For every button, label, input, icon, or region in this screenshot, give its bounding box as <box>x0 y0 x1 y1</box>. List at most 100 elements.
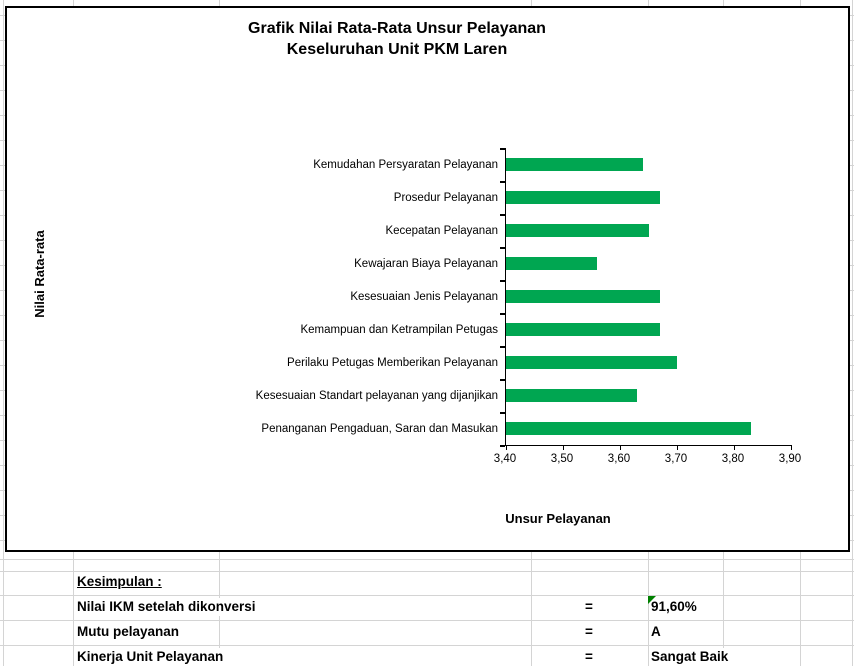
gridline-horizontal <box>850 340 854 341</box>
gridline-vertical <box>723 0 724 6</box>
value-tick-label: 3,70 <box>664 453 688 465</box>
bar[interactable] <box>506 356 677 369</box>
gridline-horizontal <box>850 240 854 241</box>
category-axis-tick <box>500 214 505 216</box>
category-label: Kesesuaian Jenis Pelayanan <box>350 290 498 303</box>
summary-label-cell[interactable]: Kinerja Unit Pelayanan <box>75 648 226 666</box>
bar[interactable] <box>506 422 752 435</box>
value-axis-tick <box>733 445 735 450</box>
bar[interactable] <box>506 191 660 204</box>
gridline-horizontal <box>850 290 854 291</box>
gridline-horizontal <box>0 265 5 266</box>
summary-value-cell[interactable]: A <box>649 623 663 641</box>
gridline-horizontal <box>850 490 854 491</box>
category-label: Perilaku Petugas Memberikan Pelayanan <box>287 356 498 369</box>
gridline-vertical <box>3 0 4 666</box>
gridline-horizontal <box>0 190 5 191</box>
gridline-horizontal <box>850 390 854 391</box>
y-axis-title: Nilai Rata-rata <box>32 230 47 318</box>
value-axis-tick <box>505 445 507 450</box>
gridline-horizontal <box>0 340 5 341</box>
gridline-horizontal <box>0 490 5 491</box>
gridline-horizontal <box>850 440 854 441</box>
value-tick-label: 3,60 <box>607 453 631 465</box>
bar[interactable] <box>506 290 660 303</box>
gridline-horizontal <box>850 90 854 91</box>
gridline-vertical <box>723 552 724 666</box>
gridline-horizontal <box>0 620 854 621</box>
gridline-horizontal <box>0 140 5 141</box>
gridline-horizontal <box>850 40 854 41</box>
gridline-horizontal <box>0 365 5 366</box>
category-axis-tick <box>500 379 505 381</box>
bar[interactable] <box>506 224 649 237</box>
category-label: Kesesuaian Standart pelayanan yang dijan… <box>255 389 498 402</box>
value-tick-label: 3,50 <box>550 453 574 465</box>
gridline-horizontal <box>850 315 854 316</box>
chart-title: Grafik Nilai Rata-Rata Unsur Pelayanan K… <box>52 18 742 60</box>
value-axis-tick <box>619 445 621 450</box>
summary-label-cell[interactable]: Nilai IKM setelah dikonversi <box>75 598 258 616</box>
gridline-vertical <box>800 552 801 666</box>
gridline-vertical <box>219 0 220 6</box>
gridline-vertical <box>648 0 649 6</box>
category-axis-tick <box>500 181 505 183</box>
summary-value-cell[interactable]: Sangat Baik <box>649 648 731 666</box>
chart-object[interactable]: Grafik Nilai Rata-Rata Unsur Pelayanan K… <box>5 6 850 552</box>
gridline-horizontal <box>850 65 854 66</box>
gridline-horizontal <box>0 595 854 596</box>
gridline-horizontal <box>0 215 5 216</box>
category-axis-tick <box>500 313 505 315</box>
gridline-horizontal <box>0 90 5 91</box>
bar[interactable] <box>506 323 660 336</box>
gridline-horizontal <box>0 165 5 166</box>
gridline-horizontal <box>850 15 854 16</box>
gridline-horizontal <box>850 165 854 166</box>
category-label: Prosedur Pelayanan <box>393 191 498 204</box>
gridline-horizontal <box>0 40 5 41</box>
summary-heading-cell[interactable]: Kesimpulan : <box>75 573 164 591</box>
category-axis-tick <box>500 280 505 282</box>
gridline-vertical <box>648 552 649 666</box>
gridline-horizontal <box>0 559 854 560</box>
category-label: Kecepatan Pelayanan <box>385 224 498 237</box>
bar[interactable] <box>506 158 643 171</box>
gridline-horizontal <box>850 465 854 466</box>
gridline-vertical <box>852 0 853 666</box>
category-axis-tick <box>500 412 505 414</box>
gridline-horizontal <box>0 571 854 572</box>
gridline-horizontal <box>0 465 5 466</box>
gridline-horizontal <box>0 65 5 66</box>
summary-value-cell[interactable]: 91,60% <box>649 598 699 616</box>
value-axis-tick <box>790 445 792 450</box>
value-tick-label: 3,80 <box>721 453 745 465</box>
gridline-horizontal <box>0 515 5 516</box>
cell-error-flag-icon <box>648 596 656 604</box>
gridline-vertical <box>531 0 532 6</box>
category-label: Penanganan Pengaduan, Saran dan Masukan <box>261 422 498 435</box>
gridline-vertical <box>73 0 74 6</box>
value-tick-label: 3,40 <box>493 453 517 465</box>
gridline-horizontal <box>0 290 5 291</box>
gridline-horizontal <box>0 240 5 241</box>
category-axis-tick <box>500 148 505 150</box>
summary-equals-cell[interactable]: = <box>577 648 601 666</box>
gridline-horizontal <box>0 645 854 646</box>
summary-equals-cell[interactable]: = <box>577 623 601 641</box>
value-axis-tick <box>562 445 564 450</box>
gridline-vertical <box>531 552 532 666</box>
gridline-horizontal <box>0 440 5 441</box>
gridline-horizontal <box>0 315 5 316</box>
category-label: Kemampuan dan Ketrampilan Petugas <box>300 323 498 336</box>
category-axis-tick <box>500 445 505 447</box>
gridline-horizontal <box>0 415 5 416</box>
summary-label-cell[interactable]: Mutu pelayanan <box>75 623 182 641</box>
category-axis-tick <box>500 346 505 348</box>
chart-title-line1: Grafik Nilai Rata-Rata Unsur Pelayanan <box>248 20 546 37</box>
summary-equals-cell[interactable]: = <box>577 598 601 616</box>
bar[interactable] <box>506 389 638 402</box>
gridline-horizontal <box>850 365 854 366</box>
gridline-vertical <box>73 552 74 666</box>
bar[interactable] <box>506 257 598 270</box>
